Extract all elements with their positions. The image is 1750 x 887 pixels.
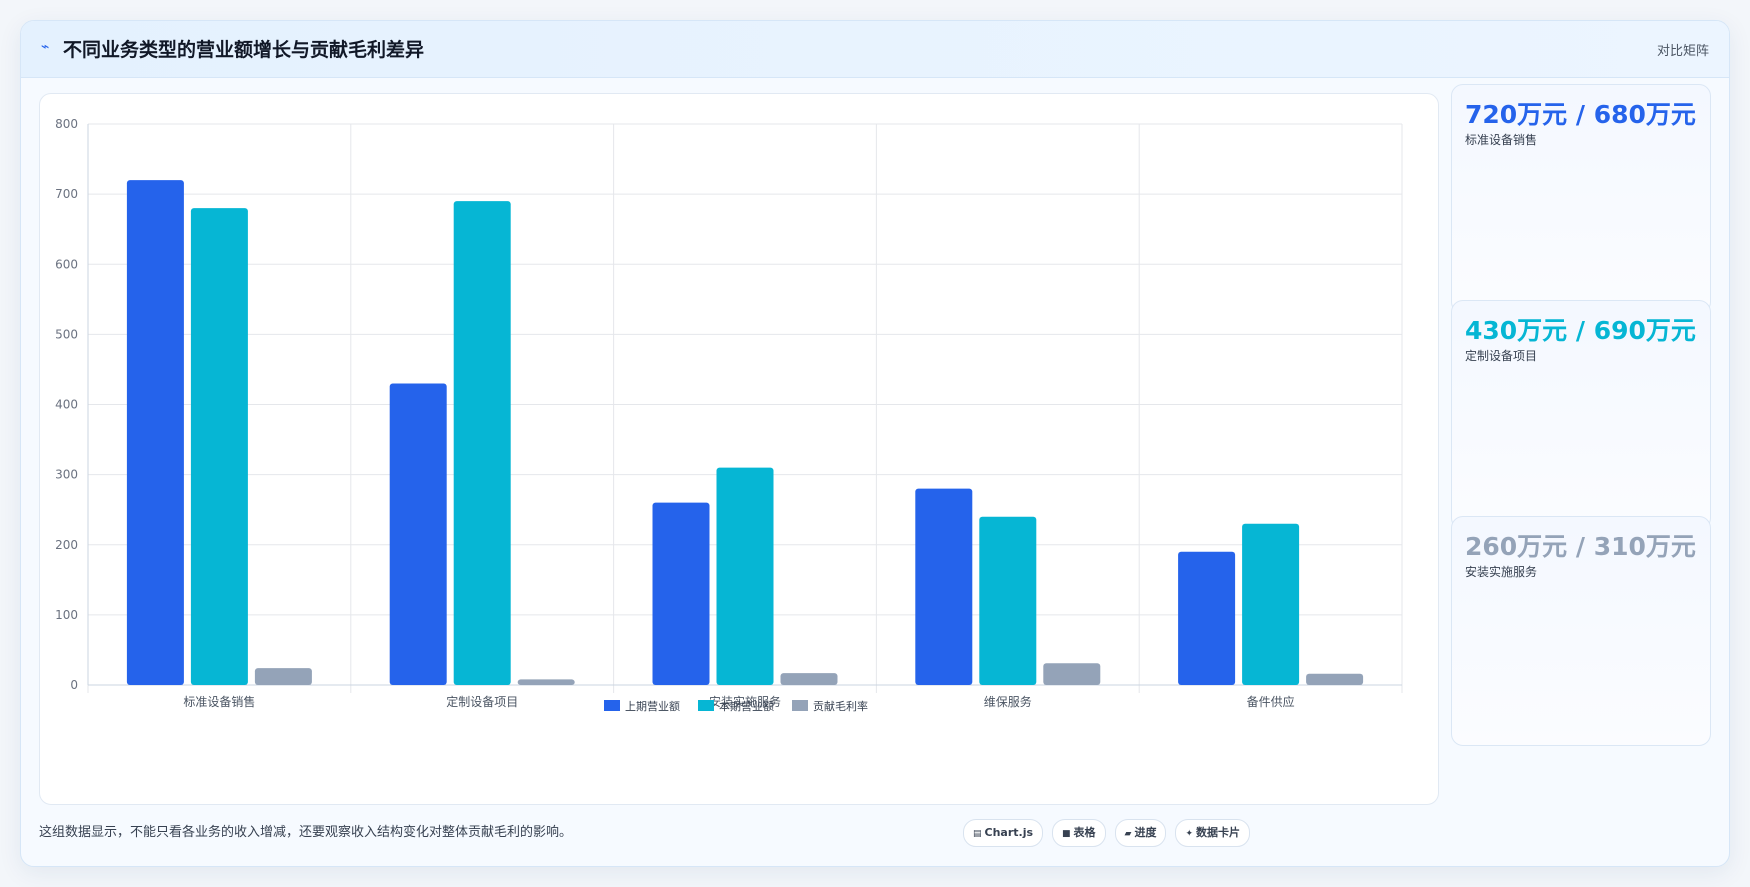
stat-label: 安装实施服务 xyxy=(1465,565,1538,579)
chart-panel: 0 100 200 300 400 500 600 700 800 标准设备销售 定制设备项目 安装实… xyxy=(39,93,1439,805)
y-tick-label: 0 xyxy=(70,678,78,692)
y-tick-label: 500 xyxy=(55,327,78,341)
stat-card-1: 720万元 / 680万元 标准设备销售 xyxy=(1451,84,1711,314)
chip-table[interactable]: ■ 表格 xyxy=(1052,819,1106,847)
chip-progress[interactable]: ▰ 进度 xyxy=(1114,819,1167,847)
x-tick-label: 备件供应 xyxy=(1247,694,1295,709)
bar xyxy=(716,467,774,685)
page-title: 不同业务类型的营业额增长与贡献毛利差异 xyxy=(63,39,425,61)
stat-value: 430万元 / 690万元 xyxy=(1465,316,1696,345)
chip-label: 数据卡片 xyxy=(1196,826,1241,839)
bar-chart: 0 100 200 300 400 500 600 700 800 标准设备销售 定制设备项目 安装实… xyxy=(55,117,1403,713)
legend-swatch xyxy=(698,700,714,711)
legend-swatch xyxy=(792,700,808,711)
table-icon: ■ xyxy=(1062,829,1071,839)
bar xyxy=(389,383,447,685)
bar xyxy=(979,516,1037,685)
bar xyxy=(1306,673,1364,685)
bolt-icon: ⌁ xyxy=(41,39,50,55)
bar xyxy=(1242,523,1300,685)
bar xyxy=(453,201,511,685)
bar xyxy=(126,180,184,685)
stat-card-3: 260万元 / 310万元 安装实施服务 xyxy=(1451,516,1711,746)
y-tick-label: 700 xyxy=(55,187,78,201)
stat-value: 260万元 / 310万元 xyxy=(1465,532,1696,561)
bar xyxy=(780,673,838,685)
footer-note: 这组数据显示，不能只看各业务的收入增减，还要观察收入结构变化对整体贡献毛利的影响… xyxy=(39,825,573,840)
stat-label: 定制设备项目 xyxy=(1465,349,1538,363)
bar xyxy=(517,679,575,685)
card-header: ⌁ 不同业务类型的营业额增长与贡献毛利差异 对比矩阵 xyxy=(21,21,1729,78)
y-tick-label: 600 xyxy=(55,257,78,271)
y-tick-label: 800 xyxy=(55,117,78,131)
progress-icon: ▰ xyxy=(1124,829,1132,839)
stat-card-2: 430万元 / 690万元 定制设备项目 xyxy=(1451,300,1711,530)
bar xyxy=(915,488,973,685)
bar xyxy=(190,208,248,685)
bar xyxy=(1043,663,1101,685)
legend-label: 贡献毛利率 xyxy=(813,699,868,713)
chip-label: 进度 xyxy=(1134,826,1157,839)
y-tick-label: 400 xyxy=(55,398,78,412)
chart-icon: ▤ xyxy=(973,829,982,839)
view-chips: ▤ Chart.js ■ 表格 ▰ 进度 ✦ 数据卡片 xyxy=(963,819,1251,847)
stat-label: 标准设备销售 xyxy=(1465,133,1538,147)
x-tick-label: 安装实施服务 xyxy=(709,694,781,709)
y-tick-label: 100 xyxy=(55,608,78,622)
chip-label: 表格 xyxy=(1073,826,1096,839)
view-tag[interactable]: 对比矩阵 xyxy=(1656,44,1709,59)
legend-label: 上期营业额 xyxy=(625,699,680,713)
legend-swatch xyxy=(604,700,620,711)
x-tick-label: 定制设备项目 xyxy=(446,694,518,709)
x-tick-label: 标准设备销售 xyxy=(183,694,255,709)
chip-chartjs[interactable]: ▤ Chart.js xyxy=(963,819,1044,847)
bar xyxy=(652,502,710,685)
chip-label: Chart.js xyxy=(984,826,1034,839)
chip-data-card[interactable]: ✦ 数据卡片 xyxy=(1175,819,1251,847)
y-tick-label: 200 xyxy=(55,538,78,552)
y-tick-label: 300 xyxy=(55,468,78,482)
x-tick-label: 维保服务 xyxy=(984,694,1032,709)
bar xyxy=(254,668,312,685)
bar xyxy=(1178,551,1236,685)
stat-value: 720万元 / 680万元 xyxy=(1465,100,1696,129)
card-icon: ✦ xyxy=(1185,829,1194,839)
dashboard-card: ⌁ 不同业务类型的营业额增长与贡献毛利差异 对比矩阵 0 100 200 300 400… xyxy=(20,20,1730,867)
legend-label: 本期营业额 xyxy=(719,699,774,713)
